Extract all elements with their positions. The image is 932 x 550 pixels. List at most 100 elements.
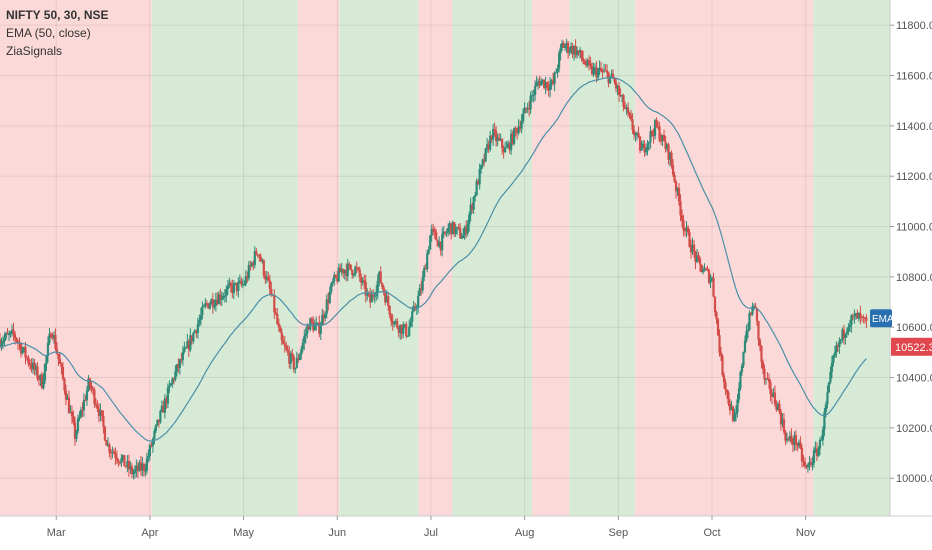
candle-body <box>602 70 606 72</box>
candle-body <box>316 322 319 324</box>
candle-body <box>698 258 702 265</box>
candle-body <box>261 260 264 262</box>
candle-body <box>117 460 120 463</box>
candle-body <box>808 462 811 465</box>
symbol-title[interactable]: NIFTY 50, 30, NSE <box>6 8 109 22</box>
candle-body <box>361 280 364 283</box>
time-tick-label: Aug <box>515 527 535 539</box>
candle-body <box>357 268 360 270</box>
candle-body <box>528 108 531 110</box>
candle-body <box>313 324 316 331</box>
candle-body <box>298 354 301 360</box>
candle-body <box>229 283 232 287</box>
candle-body <box>219 294 222 300</box>
candle-body <box>396 321 399 328</box>
candle-body <box>848 325 852 328</box>
candle-body <box>184 347 187 349</box>
candle-body <box>486 144 489 149</box>
candle-body <box>739 371 742 389</box>
candle-body <box>384 292 387 303</box>
candle-body <box>186 341 189 348</box>
candle-body <box>841 329 844 340</box>
candle-body <box>150 444 153 447</box>
candle-body <box>540 81 543 86</box>
candle-body <box>387 296 390 307</box>
candle-body <box>88 378 92 386</box>
candle-body <box>31 362 35 370</box>
candle-body <box>283 343 286 347</box>
candle-body <box>120 458 123 464</box>
candle-body <box>345 270 348 276</box>
candle-body <box>267 276 270 281</box>
candle-body <box>154 425 157 431</box>
candle-body <box>806 464 810 468</box>
candle-body <box>833 352 837 356</box>
candle-body <box>355 267 358 269</box>
signal-band-buy <box>813 0 890 516</box>
candle-body <box>292 356 295 370</box>
last-price-tag-bg <box>891 337 932 356</box>
candle-body <box>273 295 276 313</box>
candle-body <box>785 438 789 441</box>
candle-body <box>168 385 171 388</box>
candle-body <box>222 295 225 298</box>
candle-body <box>472 196 475 210</box>
candle-body <box>78 416 81 419</box>
candle-body <box>800 447 804 462</box>
candle-body <box>522 113 525 122</box>
candle-body <box>787 438 790 440</box>
candle-body <box>51 337 54 339</box>
candle-body <box>334 274 337 278</box>
signals-indicator-label[interactable]: ZiaSignals <box>6 44 63 58</box>
candle-body <box>208 304 211 309</box>
candle-body <box>724 382 727 390</box>
candle-body <box>766 378 769 380</box>
candle-body <box>363 280 366 282</box>
candle-body <box>679 201 682 216</box>
price-tick-label: 10800.00 <box>896 272 932 284</box>
candle-body <box>58 359 62 364</box>
candle-body <box>564 46 567 48</box>
ema-indicator-label[interactable]: EMA (50, close) <box>6 26 91 40</box>
candle-body <box>322 314 325 319</box>
candle-body <box>202 305 205 307</box>
candle-body <box>748 312 751 330</box>
candle-body <box>64 390 68 400</box>
candle-body <box>574 46 577 56</box>
candle-body <box>141 464 144 471</box>
candle-body <box>655 120 658 127</box>
candle-body <box>139 462 143 471</box>
candle-body <box>403 324 406 327</box>
candle-body <box>546 82 549 88</box>
time-axis[interactable]: Mar Apr May Jun Jul Aug Sep Oct Nov <box>0 515 932 550</box>
price-axis[interactable]: 10000.00 10200.00 10400.00 10600.00 10800.00… <box>889 0 932 550</box>
candle-body <box>598 67 601 71</box>
candle-body <box>850 315 853 326</box>
candle-body <box>794 435 798 445</box>
candle-body <box>343 270 346 274</box>
candle-body <box>734 412 738 415</box>
candle-body <box>673 174 676 182</box>
candle-body <box>342 269 345 274</box>
candle-body <box>385 296 388 303</box>
candle-body <box>572 46 576 55</box>
candle-body <box>133 469 137 474</box>
candle-body <box>22 346 26 350</box>
candle-body <box>103 426 107 441</box>
candle-body <box>593 67 597 69</box>
candle-body <box>791 441 795 445</box>
candle-body <box>683 230 687 232</box>
candle-body <box>174 371 177 380</box>
candle-body <box>351 269 354 276</box>
candle-body <box>610 73 613 77</box>
candle-body <box>324 313 327 319</box>
candle-body <box>216 299 219 305</box>
candle-body <box>94 403 98 406</box>
candle-body <box>664 141 667 150</box>
candle-body <box>388 306 391 316</box>
candle-body <box>691 244 694 253</box>
candle-body <box>775 403 778 410</box>
candle-body <box>758 339 762 347</box>
candle-body <box>558 53 561 69</box>
